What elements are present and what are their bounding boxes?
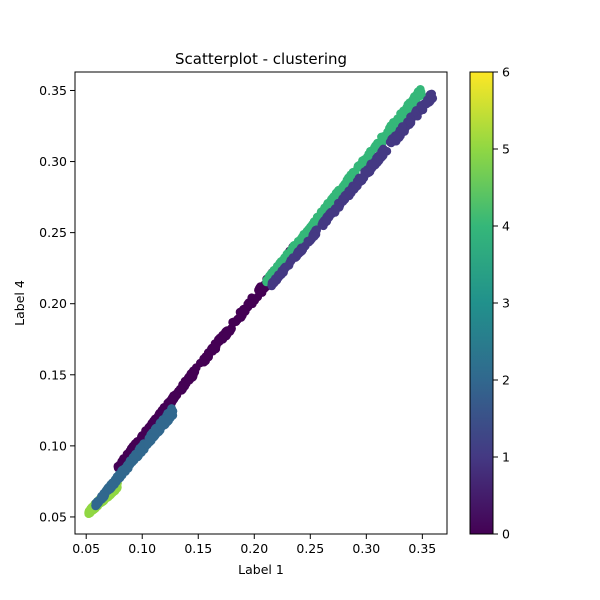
colorbar-tick-label: 4 xyxy=(502,219,510,234)
scatter-point-cluster-4 xyxy=(402,103,411,113)
x-tick-label: 0.20 xyxy=(240,541,268,556)
scatter-point-cluster-1 xyxy=(351,182,360,192)
scatter-point-cluster-1 xyxy=(344,186,354,196)
scatter-point-cluster-2 xyxy=(137,448,146,457)
scatter-point-cluster-1 xyxy=(284,261,294,270)
scatter-point-cluster-1 xyxy=(333,203,343,213)
scatter-point-cluster-2 xyxy=(147,433,156,443)
scatter-point-cluster-2 xyxy=(108,478,117,487)
colorbar-tick-label: 2 xyxy=(502,373,510,388)
scatter-point-cluster-0 xyxy=(204,351,213,360)
scatter-point-cluster-2 xyxy=(164,411,174,421)
scatter-point-cluster-4 xyxy=(364,149,373,159)
x-tick-label: 0.30 xyxy=(352,541,380,556)
scatter-points xyxy=(84,85,438,518)
x-tick-label: 0.15 xyxy=(184,541,212,556)
scatter-point-cluster-2 xyxy=(143,440,152,449)
scatter-point-cluster-0 xyxy=(222,330,232,339)
x-tick-label: 0.35 xyxy=(408,541,436,556)
scatter-point-cluster-1 xyxy=(325,209,334,218)
scatter-point-cluster-4 xyxy=(371,141,380,151)
scatter-point-cluster-2 xyxy=(130,451,139,461)
scatter-point-cluster-4 xyxy=(299,229,309,239)
scatter-point-cluster-2 xyxy=(116,469,126,478)
y-tick-label: 0.05 xyxy=(39,509,67,524)
x-axis-ticks: 0.05 0.10 0.15 0.20 0.25 0.30 0.35 xyxy=(72,534,436,556)
scatter-point-cluster-0 xyxy=(248,299,257,309)
scatter-point-cluster-0 xyxy=(176,384,186,394)
y-axis-ticks: 0.05 0.10 0.15 0.20 0.25 0.30 0.35 xyxy=(39,83,75,524)
y-axis-label: Label 4 xyxy=(12,280,27,326)
x-axis-label: Label 1 xyxy=(238,562,284,577)
scatter-point-cluster-0 xyxy=(235,312,244,322)
scatter-point-cluster-1 xyxy=(275,269,285,279)
scatter-point-cluster-1 xyxy=(421,98,431,108)
scatter-point-cluster-1 xyxy=(426,90,436,99)
scatter-point-cluster-2 xyxy=(124,464,133,473)
scatter-point-cluster-0 xyxy=(229,318,239,327)
y-tick-label: 0.30 xyxy=(39,154,67,169)
y-tick-label: 0.20 xyxy=(39,296,67,311)
scatter-point-cluster-4 xyxy=(334,185,344,195)
y-tick-label: 0.25 xyxy=(39,225,67,240)
colorbar-tick-label: 5 xyxy=(502,142,510,157)
scatter-point-cluster-1 xyxy=(357,173,367,183)
scatter-point-cluster-1 xyxy=(322,216,332,225)
plot-area-frame xyxy=(74,71,448,535)
colorbar-tick-label: 6 xyxy=(502,65,510,80)
scatter-point-cluster-2 xyxy=(99,492,108,502)
x-tick-label: 0.10 xyxy=(128,541,156,556)
y-tick-label: 0.10 xyxy=(39,438,67,453)
y-tick-label: 0.15 xyxy=(39,367,67,382)
scatter-point-cluster-1 xyxy=(406,118,416,127)
scatter-point-cluster-4 xyxy=(344,173,353,183)
colorbar xyxy=(470,72,493,534)
scatter-point-cluster-1 xyxy=(310,232,319,241)
scatter-point-cluster-1 xyxy=(269,278,279,288)
scatter-point-cluster-0 xyxy=(210,342,220,352)
colorbar-tick-label: 1 xyxy=(502,450,510,465)
colorbar-tick-label: 0 xyxy=(502,527,510,542)
scatter-point-cluster-1 xyxy=(392,131,402,141)
scatter-point-cluster-1 xyxy=(293,248,302,258)
scatter-point-cluster-0 xyxy=(239,306,248,316)
x-tick-label: 0.25 xyxy=(296,541,324,556)
scatter-point-cluster-0 xyxy=(185,372,194,381)
colorbar-ticks: 0 1 2 3 4 5 6 xyxy=(493,65,510,542)
y-tick-label: 0.35 xyxy=(39,83,67,98)
x-tick-label: 0.05 xyxy=(72,541,100,556)
scatter-point-cluster-2 xyxy=(92,501,101,510)
colorbar-tick-label: 3 xyxy=(502,296,510,311)
scatter-point-cluster-1 xyxy=(368,159,378,168)
scatter-point-cluster-0 xyxy=(166,395,176,405)
chart-title: Scatterplot - clustering xyxy=(175,50,347,68)
